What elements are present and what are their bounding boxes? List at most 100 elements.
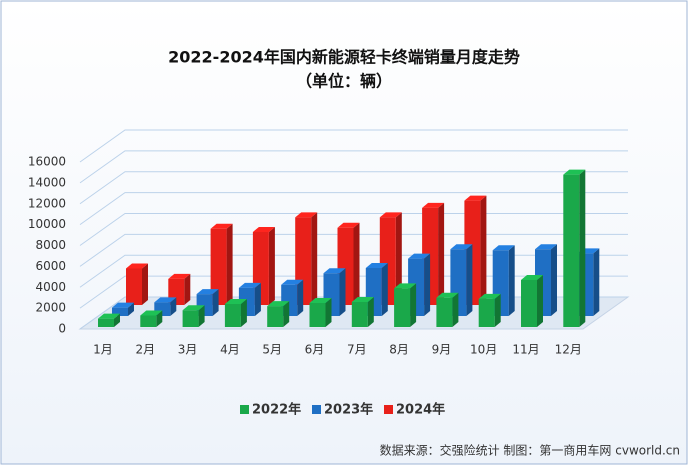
bar-front <box>478 298 495 327</box>
bar-top <box>478 293 501 299</box>
bar-top <box>379 212 402 218</box>
bar-side <box>226 223 233 305</box>
bar-side <box>410 283 417 327</box>
bar-top <box>351 296 374 302</box>
y-tick-label: 6000 <box>35 259 66 273</box>
y-tick-label: 16000 <box>28 155 66 169</box>
y-tick-label: 8000 <box>35 238 66 252</box>
bar-top <box>450 244 473 250</box>
bar-front <box>436 297 453 327</box>
x-tick-label: 6月 <box>305 343 325 357</box>
chart-subtitle: （单位：辆） <box>296 72 392 91</box>
y-tick-label: 12000 <box>28 196 66 210</box>
bar-top <box>196 289 219 295</box>
bar-front <box>98 318 114 327</box>
bar <box>267 301 290 327</box>
bar-top <box>535 244 557 250</box>
bar <box>182 305 205 327</box>
bar-side <box>297 279 304 316</box>
bar <box>478 293 501 327</box>
bar-side <box>240 299 247 327</box>
bar-side <box>438 202 445 305</box>
grid-line <box>79 233 628 267</box>
bar-front <box>126 268 142 305</box>
bar-side <box>254 282 261 316</box>
x-tick-label: 10月 <box>470 343 497 357</box>
bar-top <box>436 292 459 298</box>
grid-line <box>79 171 628 205</box>
grid-line <box>79 192 628 226</box>
bar-side <box>114 313 120 327</box>
x-tick-label: 8月 <box>389 343 409 357</box>
bar-side <box>537 275 543 327</box>
bar-top <box>182 305 205 311</box>
bar-side <box>212 289 219 316</box>
bar <box>436 292 459 327</box>
x-tick-label: 4月 <box>220 343 240 357</box>
bar-side <box>128 302 134 316</box>
bar-front <box>267 306 284 327</box>
bar-top <box>98 313 120 319</box>
bar-side <box>551 244 557 316</box>
bar-top <box>309 297 332 303</box>
bar <box>351 296 374 327</box>
legend-label: 2022年 <box>252 402 301 418</box>
bar-side <box>170 297 177 316</box>
bar-top <box>563 169 586 175</box>
bar-side <box>325 297 332 327</box>
bar-top <box>492 245 515 251</box>
bar-side <box>311 212 318 305</box>
bar-side <box>142 263 148 305</box>
bar-top <box>281 279 304 285</box>
grid-line <box>79 129 628 163</box>
bar-side <box>466 244 473 316</box>
bar-side <box>381 262 388 316</box>
bar-front <box>210 228 227 305</box>
y-tick-label: 10000 <box>28 217 66 231</box>
legend-swatch <box>240 405 249 414</box>
bar-side <box>184 273 191 305</box>
bar-top <box>126 263 148 269</box>
bar-side <box>339 268 346 316</box>
bar-front <box>224 304 241 327</box>
grid-line <box>79 213 628 246</box>
bar-front <box>521 280 537 327</box>
bar-top <box>168 273 191 279</box>
bar-top <box>464 195 487 201</box>
bar <box>140 310 163 327</box>
legend-swatch <box>384 405 393 414</box>
bar-top <box>140 310 163 316</box>
y-tick-label: 4000 <box>35 280 66 294</box>
bar <box>112 302 134 316</box>
y-tick-label: 2000 <box>35 301 66 315</box>
x-tick-label: 5月 <box>262 343 282 357</box>
bar-top <box>394 283 417 289</box>
bar-front <box>140 315 157 327</box>
bar-front <box>563 174 580 327</box>
bar-side <box>367 296 374 327</box>
grid-line <box>79 150 628 184</box>
bar-side <box>156 310 163 327</box>
bar-top <box>365 262 388 268</box>
bar-side <box>283 301 290 327</box>
bar <box>126 263 148 305</box>
bar <box>394 283 417 327</box>
y-tick-label: 0 <box>58 322 66 336</box>
bar-top <box>267 301 290 307</box>
bar-side <box>424 253 431 316</box>
bar-side <box>198 305 205 327</box>
bar-side <box>395 212 402 305</box>
x-tick-label: 1月 <box>93 343 113 357</box>
x-tick-label: 2月 <box>135 343 155 357</box>
bar <box>563 169 586 327</box>
bar-top <box>210 223 233 229</box>
bar-top <box>112 302 134 308</box>
bar <box>168 273 191 305</box>
x-tick-label: 12月 <box>555 343 582 357</box>
y-tick-label: 14000 <box>28 175 66 189</box>
bar <box>521 275 543 327</box>
bar-top <box>252 226 275 232</box>
chart-title: 2022-2024年国内新能源轻卡终端销量月度走势 <box>168 48 520 67</box>
bar-top <box>154 297 177 303</box>
bar-top <box>422 202 445 208</box>
